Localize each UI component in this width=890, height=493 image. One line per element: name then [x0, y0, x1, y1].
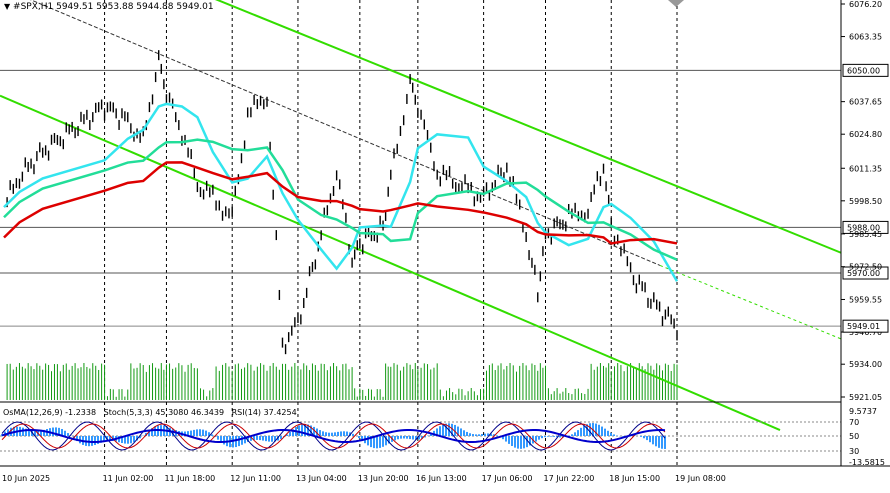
ma-slow-line — [3, 161, 678, 245]
level-label-box — [842, 63, 889, 77]
axis-layer: 10 Jun 2025 11 Jun 02:00 11 Jun 18:00 12 Ju… — [2, 0, 889, 483]
indicator-header: OsMA(12,26,9) -1.2338 Stoch(5,3,3) 45.30… — [3, 408, 302, 417]
symbol-header: ▼ #SPX,H1 5949.51 5953.88 5944.88 5949.0… — [4, 2, 214, 12]
ma-fast-line — [3, 102, 679, 282]
grid-layer — [0, 0, 841, 466]
last-price-label: 5949.01 — [847, 322, 880, 331]
osma-axis-label: 9.5737 — [849, 407, 877, 416]
level-label: 5970.00 — [847, 269, 880, 278]
osma-label: OsMA(12,26,9) -1.2338 — [3, 408, 97, 417]
osma-axis-min-label: -13.5815 — [849, 458, 885, 467]
price-tick-label: 6011.35 — [849, 164, 882, 173]
stoch-main-line — [1, 421, 666, 451]
time-tick-label: 13 Jun 20:00 — [358, 474, 409, 483]
time-tick-label: 10 Jun 2025 — [2, 474, 50, 483]
level-label: 6050.00 — [847, 66, 880, 75]
time-tick-label: 13 Jun 04:00 — [296, 474, 347, 483]
stoch-signal-line — [1, 423, 666, 449]
time-tick-label: 12 Jun 11:00 — [230, 474, 281, 483]
rsi-label: RSI(14) 37.4254 — [231, 408, 297, 417]
symbol-name: #SPX,H1 — [13, 2, 54, 12]
scroll-arrow-icon[interactable] — [668, 0, 684, 7]
chart-menu-icon[interactable]: ▼ — [4, 2, 11, 11]
time-tick-label: 18 Jun 15:00 — [609, 474, 660, 483]
stoch-label: Stoch(5,3,3) 45.3080 46.3439 — [103, 408, 225, 417]
channel-lower-line — [0, 94, 781, 431]
volume-layer — [6, 363, 678, 400]
indicator-layer — [0, 421, 841, 452]
time-tick-label: 17 Jun 06:00 — [482, 474, 533, 483]
price-layer — [0, 0, 842, 431]
last-price-box — [842, 319, 889, 333]
price-tick-label: 6024.80 — [849, 130, 882, 139]
rsi-line — [1, 429, 666, 443]
time-tick-label: 17 Jun 22:00 — [543, 474, 594, 483]
ohlc-high: 5953.88 — [96, 2, 134, 12]
time-tick-label: 19 Jun 08:00 — [675, 474, 726, 483]
price-tick-label: 5972.50 — [849, 263, 882, 272]
osc-level-label: 30 — [849, 447, 859, 456]
time-tick-label: 11 Jun 18:00 — [164, 474, 215, 483]
time-tick-label: 11 Jun 02:00 — [103, 474, 154, 483]
dashed-trendline — [30, 0, 661, 266]
ma-medium-line — [3, 138, 678, 261]
price-tick-label: 5985.45 — [849, 230, 882, 239]
level-label: 5988.00 — [847, 223, 880, 232]
osc-level-label: 50 — [849, 432, 859, 441]
level-label-box — [842, 220, 889, 234]
level-label-box — [842, 266, 889, 280]
ohlc-close: 5949.01 — [176, 2, 214, 12]
price-tick-label: 5959.55 — [849, 295, 882, 304]
price-tick-label: 6063.35 — [849, 33, 882, 42]
channel-upper-line — [214, 0, 842, 254]
price-tick-label: 6076.20 — [849, 0, 882, 9]
price-tick-label: 6037.65 — [849, 98, 882, 107]
ohlc-low: 5944.88 — [136, 2, 174, 12]
price-tick-label: 5998.50 — [849, 197, 882, 206]
price-tick-label: 5934.00 — [849, 360, 882, 369]
ohlc-open: 5949.51 — [56, 2, 94, 12]
trendline-projection — [659, 264, 842, 340]
price-tick-label: 5921.05 — [849, 393, 882, 402]
time-tick-label: 16 Jun 13:00 — [416, 474, 467, 483]
osc-level-label: 70 — [849, 418, 859, 427]
